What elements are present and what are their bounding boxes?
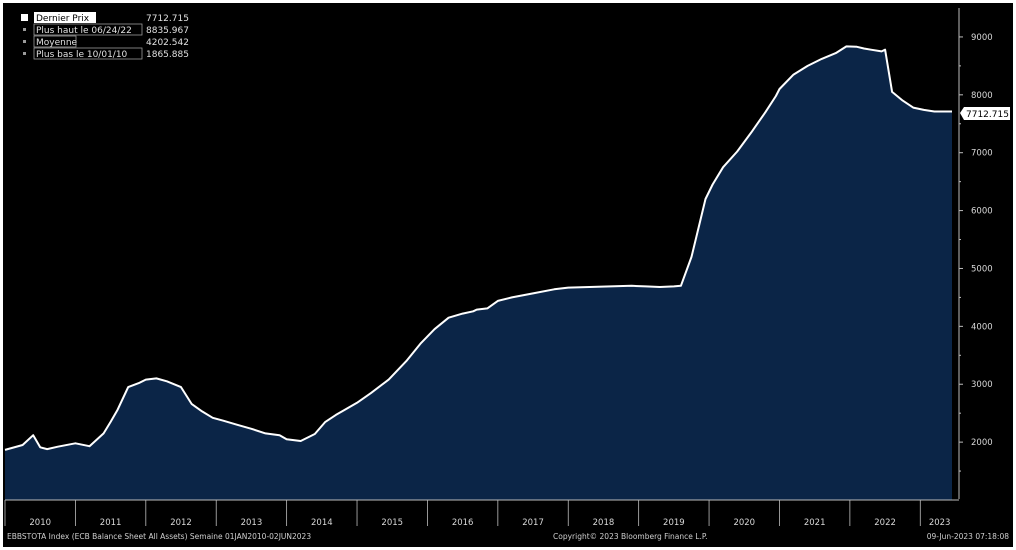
y-tick-label: 4000 [971,322,993,332]
footer-copyright: Copyright© 2023 Bloomberg Finance L.P. [553,532,708,541]
x-tick-label: 2014 [311,518,333,528]
legend-label-frame [33,35,77,48]
legend-label-frame [33,47,143,60]
y-tick-label: 9000 [971,33,993,43]
last-value-tag: 7712.715 [960,107,1010,120]
legend-item-last-price: Dernier Prix 7712.715 [21,12,189,24]
legend-item-low: Plus bas le 10/01/10 1865.885 [23,47,189,60]
x-tick-label: 2013 [241,518,263,528]
y-tick-label: 2000 [971,438,993,448]
legend-value: 7712.715 [146,14,189,24]
x-tick-label: 2010 [29,518,51,528]
legend-item-high: Plus haut le 06/24/22 8835.967 [23,23,189,36]
x-tick-label: 2011 [100,518,122,528]
series-line [4,45,952,451]
legend: Dernier Prix 7712.715 Plus haut le 06/24… [3,3,193,67]
legend-label: Moyenne [36,38,78,48]
last-value-label: 7712.715 [966,110,1009,120]
x-tick-label: 2015 [381,518,403,528]
legend-marker [23,52,26,55]
legend-label: Dernier Prix [36,14,90,24]
chart-frame: 2000 3000 4000 5000 6000 7000 8000 9000 2010 201… [3,3,1013,547]
y-tick-label: 7000 [971,149,993,159]
series-area [5,46,952,501]
x-tick-label: 2022 [874,518,896,528]
y-tick-label: 6000 [971,207,993,217]
x-tick-label: 2016 [452,518,474,528]
last-value-tag-shape [960,107,1010,120]
legend-value: 1865.885 [146,50,189,60]
x-tick-label: 2020 [733,518,755,528]
x-tick-label: 2018 [593,518,615,528]
legend-swatch [21,14,28,21]
legend-value: 4202.542 [146,38,189,48]
x-tick-label: 2012 [170,518,192,528]
legend-value: 8835.967 [146,26,189,36]
y-tick-label: 5000 [971,264,993,274]
x-tick-label: 2019 [663,518,685,528]
footer-index-label: EBBSTOTA Index (ECB Balance Sheet All As… [7,532,311,541]
legend-marker [23,40,26,43]
legend-label-highlight [34,12,96,23]
y-tick-label: 3000 [971,380,993,390]
legend-label: Plus haut le 06/24/22 [36,26,132,36]
legend-label-frame [33,23,143,36]
y-tick-label: 8000 [971,91,993,101]
x-tick-label: 2021 [804,518,826,528]
footer-timestamp: 09-Jun-2023 07:18:08 [927,532,1009,541]
legend-marker [23,28,26,31]
x-tick-label: 2023 [929,518,951,528]
legend-item-average: Moyenne 4202.542 [23,35,189,48]
chart-svg: 2000 3000 4000 5000 6000 7000 8000 9000 2010 201… [3,3,1010,541]
legend-label: Plus bas le 10/01/10 [36,50,128,60]
x-tick-label: 2017 [522,518,544,528]
